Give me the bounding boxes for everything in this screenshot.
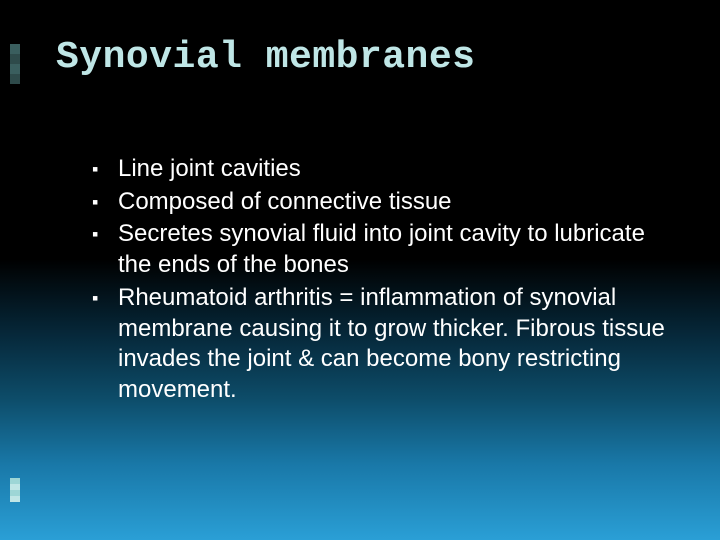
bullet-icon: ▪ bbox=[92, 187, 118, 217]
slide-title: Synovial membranes bbox=[56, 36, 475, 79]
bullet-icon: ▪ bbox=[92, 219, 118, 249]
bullet-icon: ▪ bbox=[92, 154, 118, 184]
bullet-list: ▪ Line joint cavities ▪ Composed of conn… bbox=[92, 154, 672, 408]
bullet-text: Line joint cavities bbox=[118, 154, 672, 185]
decor-bar bbox=[10, 54, 20, 64]
bullet-text: Secretes synovial fluid into joint cavit… bbox=[118, 219, 672, 280]
decor-top-bars bbox=[10, 44, 24, 84]
slide: Synovial membranes ▪ Line joint cavities… bbox=[0, 0, 720, 540]
bullet-icon: ▪ bbox=[92, 283, 118, 313]
list-item: ▪ Line joint cavities bbox=[92, 154, 672, 185]
bullet-text: Composed of connective tissue bbox=[118, 187, 672, 218]
bullet-text: Rheumatoid arthritis = inflammation of s… bbox=[118, 283, 672, 406]
decor-bottom-bars bbox=[10, 478, 24, 502]
decor-bar bbox=[10, 64, 20, 74]
decor-bar bbox=[10, 496, 20, 502]
list-item: ▪ Rheumatoid arthritis = inflammation of… bbox=[92, 283, 672, 406]
list-item: ▪ Secretes synovial fluid into joint cav… bbox=[92, 219, 672, 280]
list-item: ▪ Composed of connective tissue bbox=[92, 187, 672, 218]
decor-bar bbox=[10, 44, 20, 54]
decor-bar bbox=[10, 74, 20, 84]
